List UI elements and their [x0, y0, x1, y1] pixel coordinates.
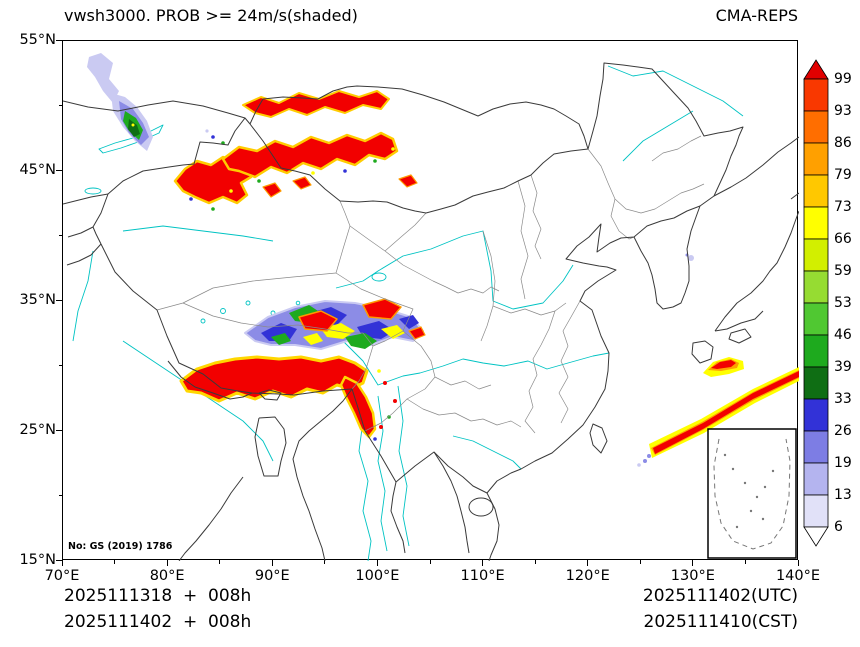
x-tick [534, 560, 536, 564]
footer-init-line-1: 2025111318 + 008h [64, 586, 252, 606]
province-borders-layer [156, 135, 705, 434]
country-borders-layer [63, 62, 799, 561]
y-tick-label: 45°N [19, 162, 56, 178]
model-name-label: CMA-REPS [715, 6, 798, 25]
region-north-xinjiang-mongolia [173, 90, 418, 211]
x-tick [429, 560, 431, 564]
x-tick-label: 140°E [775, 568, 821, 584]
x-tick-label: 70°E [44, 568, 80, 584]
map-license-note: No: GS (2019) 1786 [68, 541, 173, 552]
x-tick [166, 560, 168, 566]
shading-layer [87, 53, 799, 467]
region-misc-specks [685, 253, 694, 261]
colorbar-label: 99 [834, 71, 852, 87]
x-tick [692, 560, 694, 566]
footer-valid-cst: 2025111410(CST) [643, 612, 798, 632]
y-tick [56, 429, 62, 431]
colorbar-label: 26 [834, 423, 852, 439]
region-northwest-patch [87, 53, 225, 151]
y-tick [56, 559, 62, 561]
x-tick-label: 110°E [460, 568, 505, 584]
figure-title: vwsh3000. PROB >= 24m/s(shaded) [64, 6, 358, 25]
colorbar-label: 66 [834, 231, 852, 247]
x-tick [324, 560, 326, 564]
x-tick [271, 560, 273, 566]
x-tick [61, 560, 63, 566]
y-tick [56, 39, 62, 41]
colorbar-label: 39 [834, 359, 852, 375]
y-tick [58, 104, 62, 106]
x-tick-label: 100°E [355, 568, 400, 584]
y-tick [58, 234, 62, 236]
y-tick [56, 299, 62, 301]
x-tick [744, 560, 746, 564]
rivers-layer [72, 65, 744, 561]
inset-south-china-sea [707, 428, 797, 559]
colorbar-label: 73 [834, 199, 852, 215]
x-tick [376, 560, 378, 566]
x-tick-label: 90°E [254, 568, 290, 584]
y-tick-label: 55°N [19, 32, 56, 48]
region-sea-of-japan-streak [637, 357, 799, 467]
colorbar-label: 93 [834, 103, 852, 119]
colorbar-label: 59 [834, 263, 852, 279]
footer-valid-utc: 2025111402(UTC) [642, 586, 798, 606]
x-tick [639, 560, 641, 564]
colorbar-label: 53 [834, 295, 852, 311]
x-tick [114, 560, 116, 564]
y-tick-label: 25°N [19, 422, 56, 438]
colorbar-label: 33 [834, 391, 852, 407]
colorbar-label: 19 [834, 455, 852, 471]
x-tick [219, 560, 221, 564]
y-tick [58, 364, 62, 366]
colorbar-label: 79 [834, 167, 852, 183]
region-tibet-plateau-mixed [244, 298, 426, 350]
colorbar-label: 13 [834, 487, 852, 503]
colorbar [802, 58, 832, 552]
y-tick [58, 494, 62, 496]
y-tick-label: 15°N [19, 552, 56, 568]
y-tick [56, 169, 62, 171]
map-svg [63, 53, 799, 561]
x-tick [482, 560, 484, 566]
colorbar-svg [803, 59, 829, 547]
colorbar-label: 6 [834, 519, 843, 535]
colorbar-label: 46 [834, 327, 852, 343]
map-plot-area [62, 40, 799, 561]
x-tick [587, 560, 589, 566]
x-tick-label: 130°E [670, 568, 715, 584]
y-tick-label: 35°N [19, 292, 56, 308]
colorbar-label: 86 [834, 135, 852, 151]
x-tick-label: 80°E [149, 568, 185, 584]
x-tick-label: 120°E [565, 568, 610, 584]
footer-init-line-2: 2025111402 + 008h [64, 612, 252, 632]
x-tick [797, 560, 799, 566]
